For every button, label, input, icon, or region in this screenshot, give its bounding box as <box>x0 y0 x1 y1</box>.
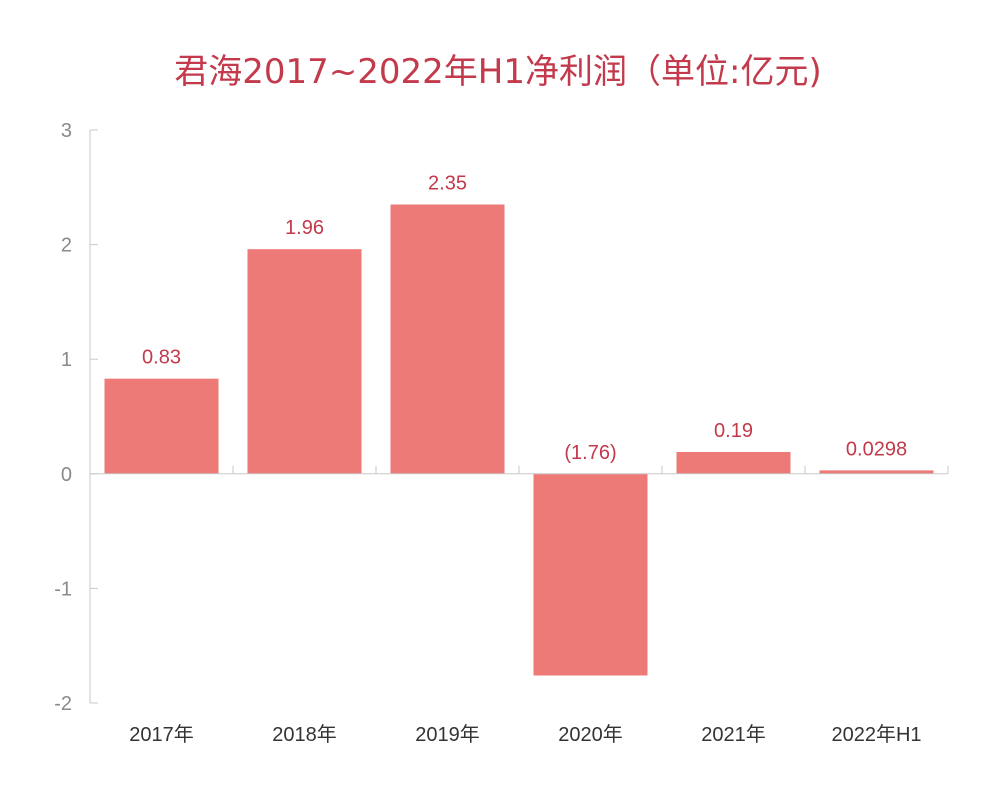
data-labels: 0.83 1.96 2.35 (1.76) 0.19 0.0298 <box>142 172 907 463</box>
y-tick-label: 3 <box>61 120 72 142</box>
bar <box>247 249 362 474</box>
bar <box>676 452 791 474</box>
data-label: 0.0298 <box>846 438 907 460</box>
category-label: 2017年 <box>129 723 194 746</box>
chart-title: 君海2017~2022年H1净利润（单位:亿元) <box>174 52 822 92</box>
bar <box>819 470 934 474</box>
category-label: 2021年 <box>701 723 766 746</box>
category-label: 2020年 <box>558 723 623 746</box>
y-axis: 3 2 1 0 -1 -2 <box>54 120 98 715</box>
category-label: 2022年H1 <box>831 723 921 746</box>
data-label: (1.76) <box>564 442 616 464</box>
bar <box>390 204 505 474</box>
y-tick-label: 2 <box>61 235 72 257</box>
data-label: 1.96 <box>285 217 324 239</box>
y-tick-label: -1 <box>54 578 72 600</box>
category-label: 2019年 <box>415 723 480 746</box>
data-label: 0.83 <box>142 347 181 369</box>
y-tick-label: 0 <box>61 464 72 486</box>
bars <box>104 204 934 676</box>
bar <box>104 378 219 474</box>
y-tick-label: -2 <box>54 693 72 715</box>
category-label: 2018年 <box>272 723 337 746</box>
x-axis: 2017年 2018年 2019年 2020年 2021年 2022年H1 <box>89 465 949 746</box>
data-label: 0.19 <box>714 420 753 442</box>
y-tick-label: 1 <box>61 349 72 371</box>
data-label: 2.35 <box>428 172 467 194</box>
bar <box>533 473 648 676</box>
